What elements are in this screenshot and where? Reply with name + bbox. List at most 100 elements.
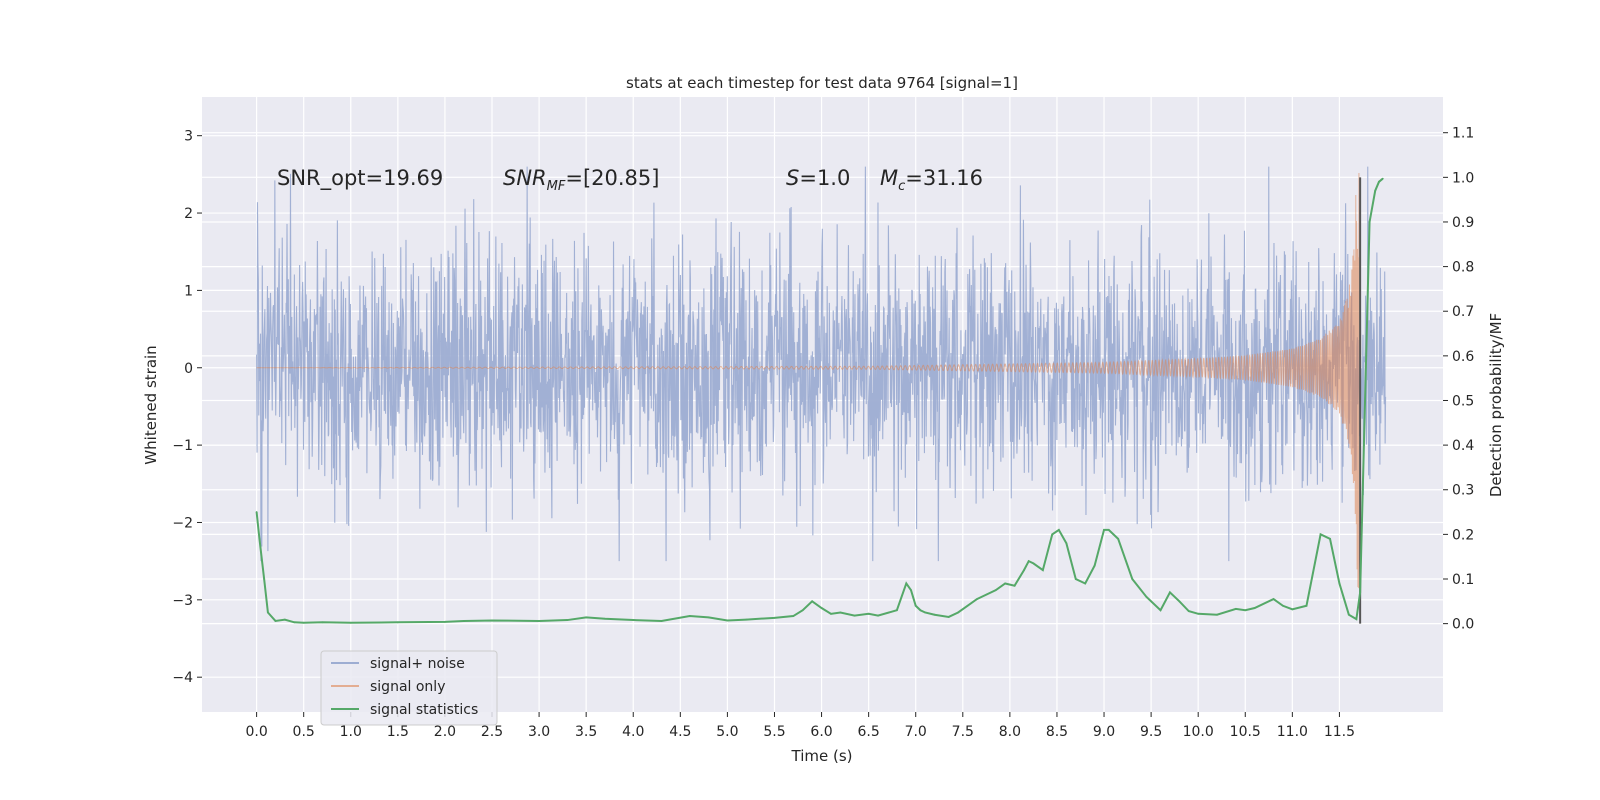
stats-point bbox=[1187, 610, 1190, 613]
signal-statistics-line bbox=[255, 177, 1384, 624]
stats-point bbox=[839, 611, 842, 614]
stats-point bbox=[985, 593, 988, 596]
stats-point bbox=[1051, 533, 1054, 536]
y-left-tick-label: −1 bbox=[172, 438, 193, 454]
x-tick-label: 2.0 bbox=[434, 724, 456, 740]
x-tick-label: 10.0 bbox=[1183, 724, 1214, 740]
x-tick-label: 3.0 bbox=[528, 724, 550, 740]
stats-point bbox=[745, 618, 748, 621]
stats-point bbox=[1282, 604, 1284, 607]
stats-point bbox=[1027, 560, 1030, 563]
stats-point bbox=[462, 620, 465, 622]
stats-point bbox=[1169, 591, 1171, 594]
y-right-axis-label: Detection probability/MF bbox=[1487, 313, 1505, 497]
stats-point bbox=[1272, 598, 1275, 600]
stats-point bbox=[1103, 529, 1105, 531]
stats-point bbox=[660, 620, 663, 622]
s-value: =1.0 bbox=[799, 166, 850, 190]
stats-point bbox=[263, 578, 266, 580]
stats-point bbox=[255, 511, 258, 513]
x-tick-label: 9.5 bbox=[1140, 724, 1162, 740]
legend-label-signal-noise: signal+ noise bbox=[370, 656, 465, 672]
y-left-tick-label: −4 bbox=[172, 670, 193, 686]
stats-point bbox=[283, 618, 286, 621]
stats-point bbox=[830, 612, 832, 615]
stats-point bbox=[1329, 537, 1331, 540]
stats-point bbox=[274, 620, 277, 622]
stats-point bbox=[1363, 444, 1365, 447]
stats-point bbox=[1013, 584, 1016, 587]
stats-point bbox=[1145, 595, 1148, 598]
stats-point bbox=[1023, 569, 1025, 571]
stats-point bbox=[1355, 618, 1358, 621]
stats-point bbox=[321, 621, 324, 624]
stats-point bbox=[1378, 180, 1380, 183]
stats-point bbox=[976, 598, 978, 600]
x-tick-label: 4.5 bbox=[669, 724, 691, 740]
y-left-tick-label: −2 bbox=[172, 515, 193, 531]
stats-point bbox=[267, 611, 269, 614]
y-right-tick-label: 0.1 bbox=[1452, 572, 1474, 588]
stats-point bbox=[302, 621, 305, 624]
stats-point bbox=[1159, 609, 1162, 612]
stats-point bbox=[1197, 612, 1200, 615]
stats-point bbox=[1041, 569, 1044, 571]
annotation-snr-mf: SNRMF=[20.85] bbox=[503, 166, 659, 194]
x-tick-label: 1.5 bbox=[387, 724, 409, 740]
stats-point bbox=[707, 616, 710, 619]
stats-point bbox=[1359, 591, 1362, 594]
legend-label-signal-only: signal only bbox=[370, 679, 445, 695]
stats-point bbox=[585, 616, 588, 619]
stats-point bbox=[947, 616, 950, 618]
stats-point bbox=[1244, 609, 1247, 612]
stats-point bbox=[688, 615, 691, 617]
stats-point bbox=[957, 611, 959, 614]
y-left-tick-label: 2 bbox=[184, 206, 193, 222]
x-tick-label: 8.0 bbox=[999, 724, 1021, 740]
stats-point bbox=[444, 620, 446, 623]
y-left-axis-label: Whitened strain bbox=[142, 345, 160, 464]
stats-point bbox=[792, 615, 795, 617]
mc-base: M bbox=[880, 166, 898, 190]
stats-point bbox=[1374, 189, 1377, 192]
x-tick-label: 2.5 bbox=[481, 724, 503, 740]
stats-point bbox=[895, 609, 898, 612]
stats-point bbox=[914, 604, 917, 607]
y-right-tick-label: 0.9 bbox=[1452, 215, 1474, 231]
x-tick-label: 6.5 bbox=[858, 724, 880, 740]
stats-point bbox=[1131, 578, 1134, 580]
y-left-tick-label: 3 bbox=[184, 129, 193, 145]
x-tick-label: 7.5 bbox=[952, 724, 974, 740]
series-signal-statistics bbox=[255, 177, 1384, 624]
snr-mf-sub: MF bbox=[547, 179, 566, 194]
stats-point bbox=[877, 614, 879, 617]
stats-point bbox=[1319, 533, 1322, 536]
y-left-tick-label: 1 bbox=[184, 283, 193, 299]
snr-mf-base: SNR bbox=[503, 166, 547, 190]
y-right-tick-label: 0.3 bbox=[1452, 483, 1474, 499]
stats-point bbox=[1381, 177, 1384, 180]
stats-point bbox=[1253, 607, 1256, 609]
y-right-tick-label: 0.7 bbox=[1452, 304, 1474, 320]
stats-point bbox=[1117, 537, 1120, 540]
signal-only-line bbox=[256, 172, 1360, 589]
annotation-s: S=1.0 bbox=[786, 166, 850, 190]
series-signal-noise bbox=[256, 166, 1387, 562]
x-tick-label: 7.0 bbox=[905, 724, 927, 740]
stats-point bbox=[1347, 613, 1350, 616]
stats-point bbox=[924, 611, 927, 614]
y-right-tick-label: 0.5 bbox=[1452, 393, 1474, 409]
stats-point bbox=[396, 621, 399, 624]
stats-point bbox=[773, 616, 776, 619]
y-right-tick-label: 0.6 bbox=[1452, 349, 1474, 365]
x-tick-label: 11.0 bbox=[1277, 724, 1308, 740]
stats-point bbox=[1032, 562, 1035, 565]
x-axis-ticks: 0.0 0.5 1.0 1.5 2.0 2.5 3.0 3.5 4.0 4.5 5.0 5.5 6.0 6… bbox=[245, 712, 1355, 740]
stats-point bbox=[1004, 582, 1007, 585]
stats-point bbox=[1368, 221, 1371, 223]
mc-sub: c bbox=[898, 179, 905, 194]
stats-point bbox=[1291, 608, 1294, 611]
stats-point bbox=[491, 619, 493, 622]
x-tick-label: 11.5 bbox=[1324, 724, 1355, 740]
